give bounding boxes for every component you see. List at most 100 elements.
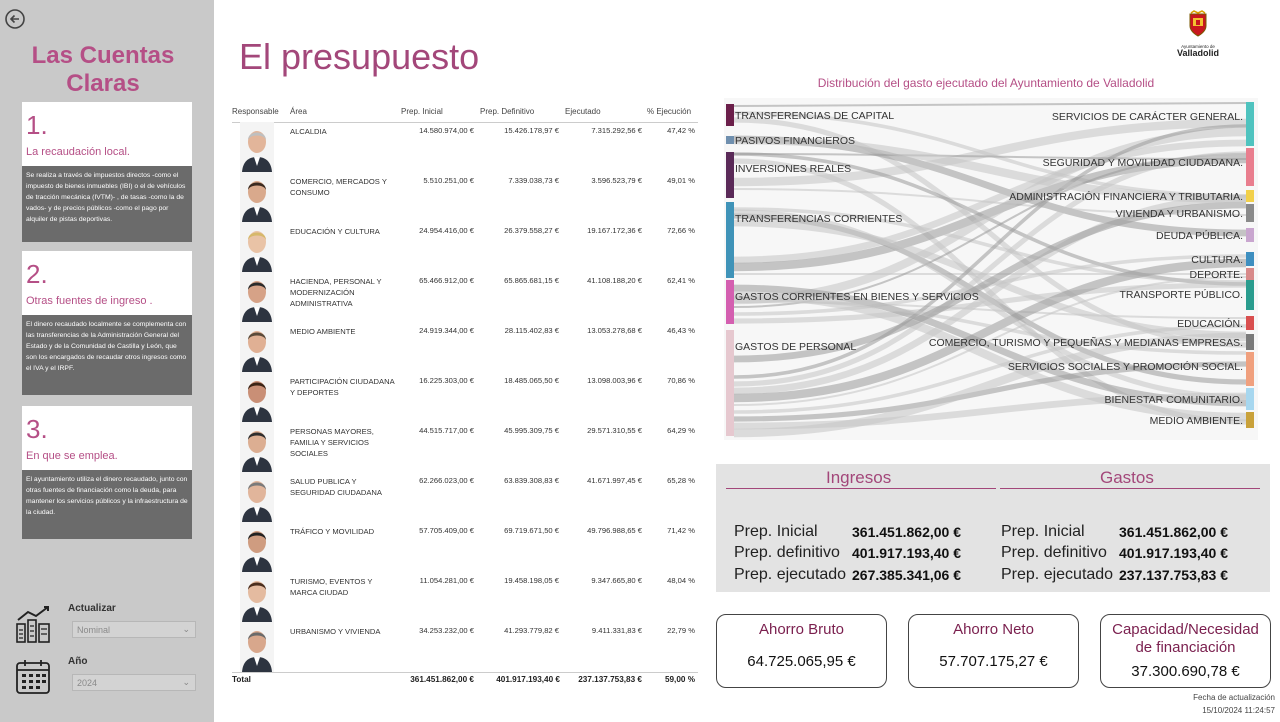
sankey-flow[interactable]	[733, 153, 1247, 160]
sankey-flow[interactable]	[733, 297, 1247, 355]
sankey-target-node[interactable]	[1246, 228, 1254, 242]
col-header-ejecucion[interactable]: % Ejecución	[647, 107, 692, 116]
area-name: TURISMO, EVENTOS Y MARCA CIUDAD	[290, 577, 373, 597]
ingresos-label-inicial: Prep. Inicial	[734, 523, 818, 540]
sankey-target-node[interactable]	[1246, 412, 1254, 428]
table-row[interactable]: HACIENDA, PERSONAL Y MODERNIZACIÓN ADMIN…	[232, 272, 698, 322]
ingresos-value-ejecutado: 267.385.341,06 €	[852, 567, 961, 583]
sankey-target-node[interactable]	[1246, 190, 1254, 202]
summary-panel	[716, 464, 1270, 592]
responsable-photo	[240, 222, 274, 272]
prep-definitivo-cell: 7.339.038,73 €	[508, 176, 559, 185]
table-row[interactable]: COMERCIO, MERCADOS Y CONSUMO 5.510.251,00…	[232, 172, 698, 222]
back-arrow-icon[interactable]	[4, 8, 26, 30]
table-row[interactable]: PARTICIPACIÓN CIUDADANA Y DEPORTES 16.225…	[232, 372, 698, 422]
info-card-2: 2. Otras fuentes de ingreso . El dinero …	[22, 251, 192, 395]
ejecucion-cell: 22,79 %	[667, 626, 695, 635]
sankey-flow[interactable]	[733, 151, 1247, 387]
sankey-flow[interactable]	[733, 124, 1247, 379]
sankey-target-label: CULTURA.	[1191, 254, 1243, 266]
sankey-flow[interactable]	[733, 201, 1247, 363]
ejecutado-cell: 29.571.310,55 €	[587, 426, 642, 435]
prep-definitivo-cell: 45.995.309,75 €	[504, 426, 559, 435]
sankey-flow[interactable]	[733, 324, 1247, 414]
sankey-flow[interactable]	[733, 118, 1247, 187]
sankey-source-label: PASIVOS FINANCIEROS	[735, 135, 855, 147]
info-card-3: 3. En que se emplea. El ayuntamiento uti…	[22, 406, 192, 539]
sankey-source-node[interactable]	[726, 280, 734, 324]
sankey-flow[interactable]	[733, 207, 1247, 284]
sankey-flow[interactable]	[733, 117, 1247, 348]
card-number: 1.	[26, 110, 48, 140]
prep-definitivo-cell: 41.293.779,82 €	[504, 626, 559, 635]
table-row[interactable]: TRÁFICO Y MOVILIDAD 57.705.409,00 € 69.719…	[232, 522, 698, 572]
sankey-flow[interactable]	[733, 258, 1247, 403]
col-header-area[interactable]: Área	[290, 107, 307, 116]
sankey-target-node[interactable]	[1246, 352, 1254, 386]
kpi-capacidad-financiacion: Capacidad/Necesidad de financiación 37.3…	[1100, 614, 1271, 688]
table-row[interactable]: EDUCACIÓN Y CULTURA 24.954.416,00 € 26.379…	[232, 222, 698, 272]
sankey-flow[interactable]	[733, 276, 1247, 406]
table-row[interactable]: MEDIO AMBIENTE 24.919.344,00 € 28.115.402,…	[232, 322, 698, 372]
table-row[interactable]: SALUD PUBLICA Y SEGURIDAD CIUDADANA 62.26…	[232, 472, 698, 522]
col-header-prep-definitivo[interactable]: Prep. Definitivo	[480, 107, 535, 116]
sankey-flow[interactable]	[733, 209, 1247, 400]
sankey-target-node[interactable]	[1246, 252, 1254, 266]
sankey-target-node[interactable]	[1246, 204, 1254, 222]
sankey-flow[interactable]	[733, 194, 1247, 395]
sankey-flow[interactable]	[733, 139, 1247, 264]
sankey-flow[interactable]	[733, 135, 1247, 204]
city-logo: Ayuntamiento de Valladolid	[1170, 10, 1226, 58]
prep-inicial-cell: 62.266.023,00 €	[419, 476, 474, 485]
responsable-photo	[240, 622, 274, 672]
sankey-chart[interactable]: TRANSFERENCIAS DE CAPITAL PASIVOS FINANCI…	[724, 98, 1258, 440]
sankey-source-node[interactable]	[726, 136, 734, 144]
prep-inicial-cell: 57.705.409,00 €	[419, 526, 474, 535]
responsable-photo	[240, 122, 274, 172]
table-row[interactable]: URBANISMO Y VIVIENDA 34.253.232,00 € 41.29…	[232, 622, 698, 672]
sankey-target-label: TRANSPORTE PÚBLICO.	[1120, 288, 1244, 301]
logo-name: Valladolid	[1176, 48, 1219, 58]
card-number: 3.	[26, 414, 48, 444]
responsable-photo	[240, 572, 274, 622]
table-row[interactable]: ALCALDIA 14.580.974,00 € 15.426.178,97 € 7.…	[232, 122, 698, 172]
sankey-flow[interactable]	[733, 332, 1247, 438]
update-date-value: 15/10/2024 11:24:57	[1202, 706, 1275, 715]
table-row[interactable]: TURISMO, EVENTOS Y MARCA CIUDAD 11.054.28…	[232, 572, 698, 622]
sankey-flow[interactable]	[733, 361, 1247, 422]
prep-definitivo-cell: 63.839.308,83 €	[504, 476, 559, 485]
sankey-target-label: EDUCACIÓN.	[1177, 317, 1243, 330]
year-label: Año	[68, 656, 88, 667]
sankey-source-node[interactable]	[726, 104, 734, 126]
sankey-target-label: SERVICIOS SOCIALES Y PROMOCIÓN SOCIAL.	[1008, 360, 1243, 373]
responsable-photo	[240, 172, 274, 222]
sankey-target-label: SERVICIOS DE CARÁCTER GENERAL.	[1052, 110, 1243, 123]
sankey-target-node[interactable]	[1246, 148, 1254, 186]
sankey-source-node[interactable]	[726, 330, 734, 436]
area-name: MEDIO AMBIENTE	[290, 327, 356, 336]
sankey-target-node[interactable]	[1246, 268, 1254, 280]
chevron-down-icon: ⌄	[182, 624, 190, 634]
sankey-source-node[interactable]	[726, 202, 734, 278]
sankey-target-node[interactable]	[1246, 334, 1254, 350]
col-header-prep-inicial[interactable]: Prep. Inicial	[401, 107, 443, 116]
sankey-target-node[interactable]	[1246, 280, 1254, 310]
update-select[interactable]: Nominal ⌄	[72, 621, 196, 638]
gastos-label-ejecutado: Prep. ejecutado	[1001, 566, 1114, 583]
sankey-source-node[interactable]	[726, 152, 734, 198]
sankey-target-node[interactable]	[1246, 388, 1254, 410]
header-divider	[232, 122, 698, 123]
table-row[interactable]: PERSONAS MAYORES, FAMILIA Y SERVICIOS SO…	[232, 422, 698, 472]
sankey-flow[interactable]	[733, 213, 1247, 385]
col-header-responsable[interactable]: Responsable	[232, 107, 279, 116]
prep-inicial-cell: 24.954.416,00 €	[419, 226, 474, 235]
sankey-target-node[interactable]	[1246, 316, 1254, 330]
ejecutado-cell: 49.796.988,65 €	[587, 526, 642, 535]
sankey-target-node[interactable]	[1246, 102, 1254, 146]
year-select[interactable]: 2024 ⌄	[72, 674, 196, 691]
card-title: Otras fuentes de ingreso .	[26, 295, 153, 307]
area-name: COMERCIO, MERCADOS Y CONSUMO	[290, 177, 387, 197]
col-header-ejecutado[interactable]: Ejecutado	[565, 107, 601, 116]
sankey-flow[interactable]	[733, 102, 1247, 107]
update-label: Actualizar	[68, 603, 116, 614]
